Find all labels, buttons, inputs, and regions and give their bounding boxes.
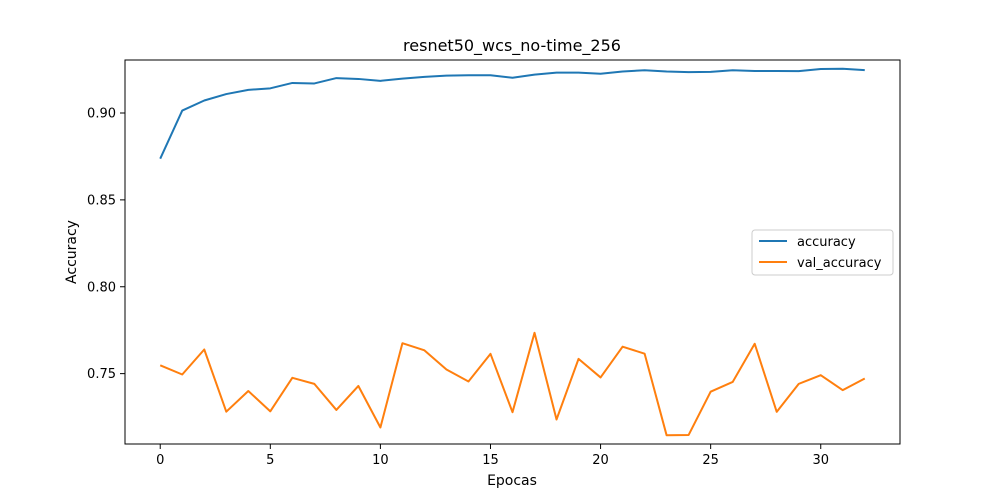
chart-title: resnet50_wcs_no-time_256 (403, 36, 621, 56)
legend-label-val-accuracy: val_accuracy (797, 256, 882, 271)
x-tick-label: 20 (592, 453, 609, 468)
legend-frame (751, 229, 894, 276)
x-tick-label: 30 (812, 453, 829, 468)
y-axis-label: Accuracy (64, 220, 80, 284)
y-tick-label: 0.80 (87, 280, 116, 295)
x-tick-label: 25 (702, 453, 719, 468)
x-tick-label: 15 (482, 453, 499, 468)
x-tick-label: 0 (156, 453, 164, 468)
plot-frame (124, 59, 901, 445)
legend-label-accuracy: accuracy (797, 235, 856, 250)
x-tick-label: 10 (372, 453, 389, 468)
series-line-accuracy (159, 67, 865, 160)
x-tick-label: 5 (266, 453, 274, 468)
x-axis: 0 5 10 15 20 25 30 (156, 444, 829, 468)
legend: accuracy val_accuracy (751, 229, 894, 276)
x-axis-label: Epocas (487, 473, 537, 489)
series-line-val-accuracy (159, 331, 866, 437)
y-tick-label: 0.90 (87, 106, 116, 121)
plot-area (159, 67, 866, 437)
y-tick-label: 0.85 (87, 193, 116, 208)
y-tick-label: 0.75 (87, 367, 116, 382)
y-axis: 0.75 0.80 0.85 0.90 (87, 106, 125, 382)
